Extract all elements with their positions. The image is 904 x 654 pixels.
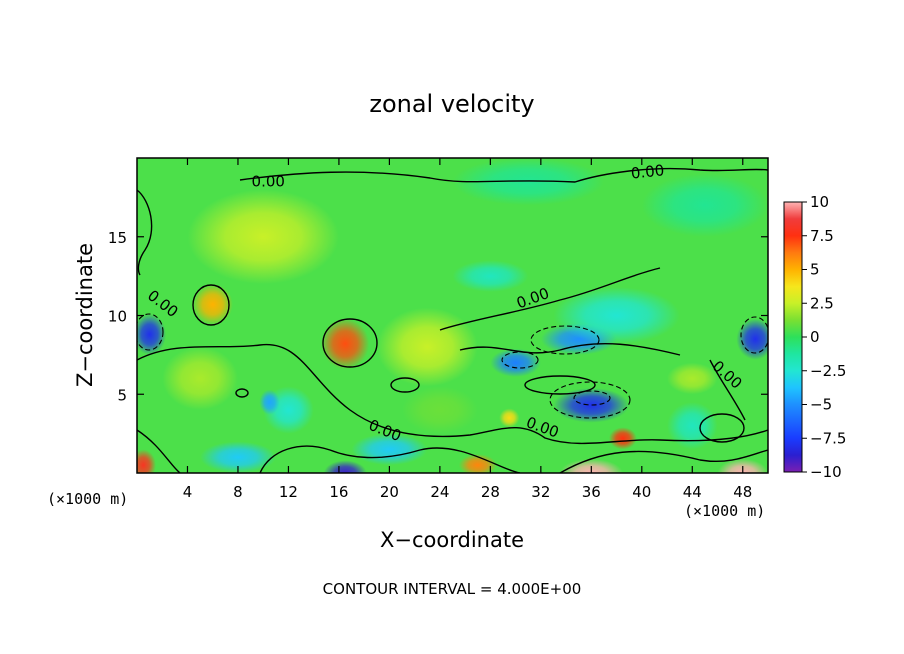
velocity-cell — [452, 260, 529, 292]
velocity-cell — [376, 307, 478, 387]
velocity-cell — [553, 287, 680, 344]
colorbar-label: −5 — [810, 396, 832, 414]
velocity-cell — [187, 189, 339, 284]
colorbar-label: −2.5 — [810, 362, 846, 380]
colorbar-labels: 10 7.5 5 2.5 0 −2.5 −5 −7.5 −10 — [802, 193, 846, 481]
velocity-cell — [323, 460, 367, 473]
velocity-cell — [641, 173, 768, 237]
contour-neg-deep — [549, 381, 631, 419]
y-tick-label: 5 — [117, 386, 127, 404]
contour-neg-core — [573, 390, 611, 406]
y-tick-label: 15 — [108, 229, 127, 247]
x-tick-label: 16 — [329, 483, 348, 501]
zero-contour-ridge — [137, 343, 768, 445]
contour-label: 0.00 — [630, 161, 665, 182]
x-tick-label: 40 — [632, 483, 651, 501]
colorbar-label: 0 — [810, 328, 820, 346]
zero-contour-mid — [439, 267, 681, 356]
x-axis-unit-right: (×1000 m) — [684, 502, 765, 520]
velocity-cell — [259, 389, 280, 415]
x-tick-label: 20 — [380, 483, 399, 501]
velocity-cell — [192, 284, 233, 325]
x-tick-label: 28 — [481, 483, 500, 501]
velocity-cell — [137, 313, 167, 355]
x-tick-label: 24 — [430, 483, 449, 501]
contour-island-c — [699, 413, 745, 443]
velocity-cell — [452, 158, 604, 206]
velocity-cell — [608, 427, 637, 450]
velocity-cell — [162, 347, 238, 410]
velocity-cell — [458, 454, 497, 473]
x-tick-label: 32 — [531, 483, 550, 501]
y-tick-label: 10 — [108, 308, 127, 326]
colorbar-label: 5 — [810, 261, 820, 279]
x-tick-label: 12 — [279, 483, 298, 501]
velocity-cell — [490, 348, 541, 377]
velocity-cell — [402, 386, 478, 434]
velocity-cell — [200, 441, 276, 473]
contour-neg-band — [530, 325, 600, 355]
x-tick-label: 44 — [683, 483, 702, 501]
x-tick-label: 4 — [183, 483, 193, 501]
plot-area: 0.00 0.000.00 0.000.00 0.000.00 4 8 12 16 20 24 2… — [108, 157, 769, 501]
x-tick-label: 36 — [582, 483, 601, 501]
velocity-cell — [553, 387, 630, 423]
velocity-cell — [667, 402, 718, 450]
contour-neg-left — [137, 313, 164, 351]
velocity-cell — [717, 458, 768, 473]
contour-neg-mid — [501, 351, 539, 369]
colorbar-label: 10 — [810, 193, 829, 211]
chart-title: zonal velocity — [369, 90, 534, 118]
zero-contour-bottom — [137, 429, 768, 473]
colorbar: 10 7.5 5 2.5 0 −2.5 −5 −7.5 −10 — [783, 193, 846, 481]
velocity-cell — [137, 449, 156, 473]
colorbar-label: −10 — [810, 463, 842, 481]
colorbar-label: 2.5 — [810, 294, 834, 312]
contour-label: 0.00 — [252, 172, 285, 190]
contour-neg-right — [740, 316, 768, 354]
velocity-cell — [736, 318, 768, 360]
velocity-cell — [499, 408, 520, 428]
colorbar-label: 7.5 — [810, 227, 834, 245]
colorbar-label: −7.5 — [810, 429, 846, 447]
contour-warm-core-center — [322, 318, 378, 368]
zero-contour-upper — [239, 167, 768, 183]
x-tick-label: 8 — [233, 483, 243, 501]
x-axis-label: X−coordinate — [380, 528, 524, 552]
velocity-field — [137, 158, 768, 473]
velocity-cell — [667, 362, 718, 395]
y-axis-label: Z−coordinate — [73, 243, 97, 387]
contour-warm-core-left — [192, 284, 230, 326]
contour-island-b — [235, 388, 249, 398]
x-tick-label: 48 — [733, 483, 752, 501]
contour-island-d — [524, 375, 596, 395]
velocity-cell — [321, 318, 370, 370]
zero-contour-right — [709, 359, 746, 421]
y-axis-ticks: 5 10 15 — [108, 229, 768, 404]
x-axis-unit-left: (×1000 m) — [47, 490, 128, 508]
contour-island-a — [390, 377, 420, 393]
zero-contours — [137, 167, 768, 473]
contour-interval-note: CONTOUR INTERVAL = 4.000E+00 — [323, 580, 582, 598]
negative-contours — [137, 313, 768, 419]
zero-contour-left — [137, 189, 153, 276]
colorbar-gradient — [783, 201, 803, 473]
x-axis-ticks: 4 8 12 16 20 24 28 32 36 40 44 48 — [183, 158, 752, 501]
velocity-cell — [559, 458, 623, 473]
